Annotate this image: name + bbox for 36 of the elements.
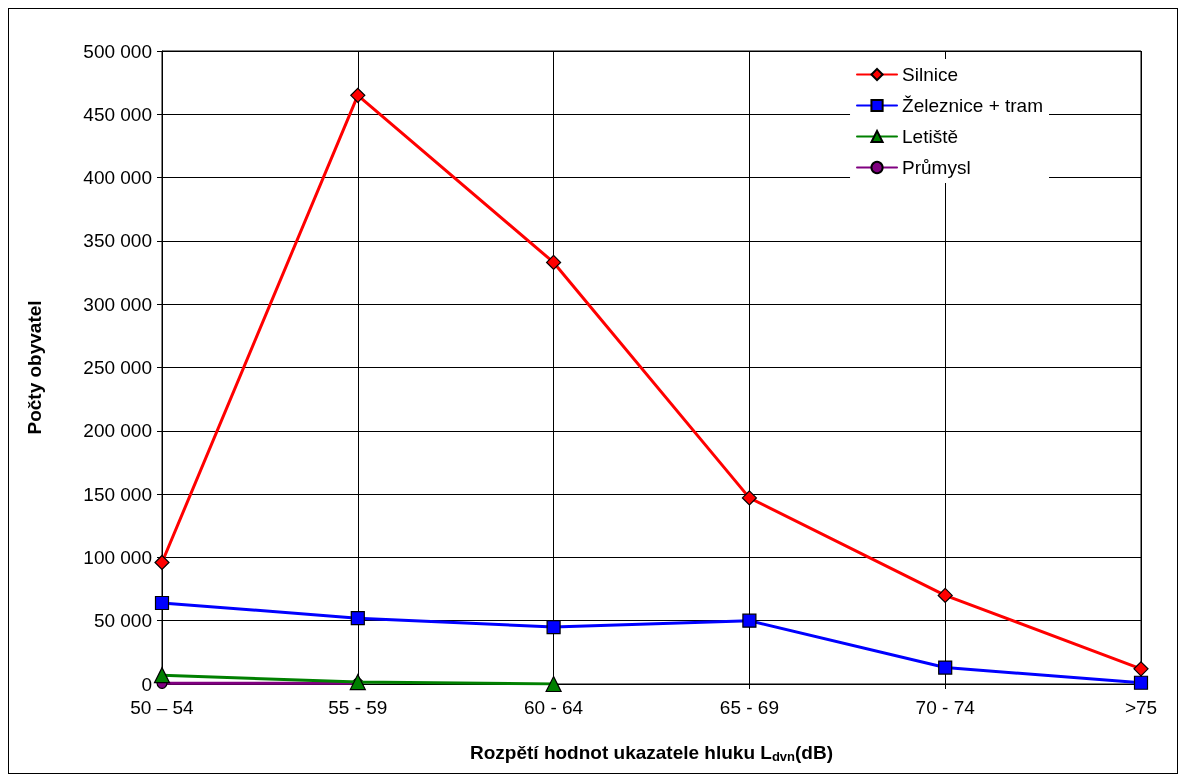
x-tick-label: >75: [1124, 697, 1158, 718]
point: [546, 619, 561, 635]
y-tick-label: 100 000: [83, 546, 152, 568]
legend-label: Železnice + tram: [902, 95, 1044, 116]
x-tick-label: 60 - 64: [524, 697, 584, 718]
legend-label: Letiště: [902, 126, 959, 147]
y-tick-label: 0: [141, 673, 152, 695]
point: [350, 611, 365, 626]
x-tick-label: 65 - 69: [719, 697, 779, 718]
y-tick-label: 500 000: [83, 40, 152, 62]
point: [937, 587, 953, 603]
y-tick-label: 250 000: [83, 357, 152, 378]
y-tick-label: 150 000: [83, 483, 152, 505]
x-tick-label: 55 - 59: [328, 697, 388, 718]
legend-label: Průmysl: [902, 157, 971, 178]
point: [1133, 661, 1149, 677]
point: [742, 613, 757, 628]
y-tick-label: 200 000: [83, 420, 152, 442]
point: [741, 490, 757, 506]
y-tick-label: 300 000: [83, 293, 152, 315]
point: [154, 554, 170, 571]
y-tick-label: 50 000: [93, 610, 152, 632]
legend-label: Silnice: [902, 64, 959, 85]
y-tick-label: 350 000: [83, 230, 152, 252]
x-tick-label: 50 – 54: [130, 697, 195, 718]
point: [938, 660, 953, 675]
x-tick-label: 70 - 74: [915, 697, 976, 718]
point: [1133, 675, 1149, 690]
y-tick-label: 400 000: [83, 167, 152, 189]
point: [154, 595, 170, 611]
point: [545, 675, 562, 693]
y-axis-title: Počty obyvatel: [24, 300, 45, 435]
point: [153, 667, 171, 684]
y-tick-label: 450 000: [83, 103, 152, 125]
point: [350, 87, 366, 103]
point: [546, 254, 562, 271]
